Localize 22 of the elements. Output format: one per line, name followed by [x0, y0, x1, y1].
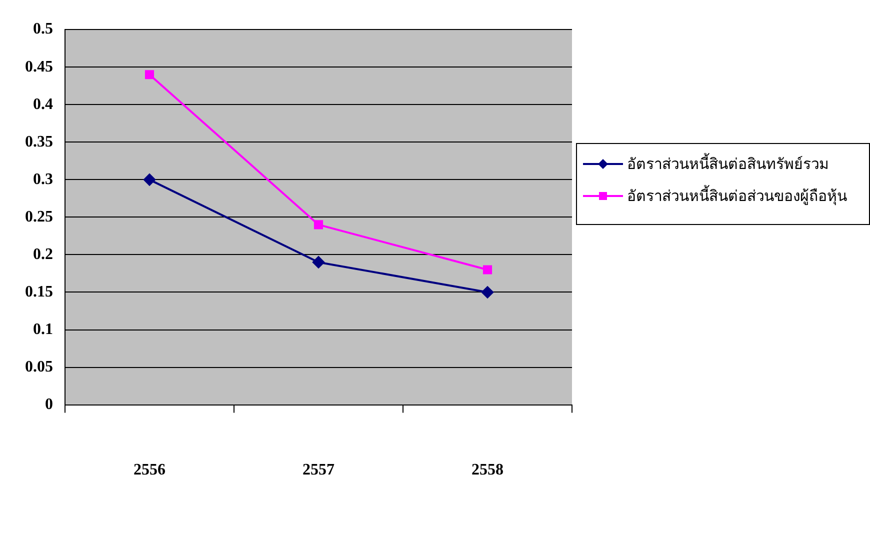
- y-tick-label: 0: [45, 396, 53, 413]
- y-tick-label: 0.25: [25, 208, 53, 226]
- legend-label: อัตราส่วนหนี้สินต่อสินทรัพย์รวม: [627, 152, 829, 175]
- point: [312, 256, 324, 268]
- x-tick-label: 2556: [134, 462, 166, 479]
- y-tick-label: 0.2: [33, 246, 53, 263]
- y-tick-label: 0.5: [33, 20, 53, 38]
- point: [144, 174, 156, 186]
- point: [314, 220, 324, 230]
- y-tick-label: 0.1: [33, 320, 53, 338]
- y-tick-label: 0.45: [25, 58, 53, 76]
- y-tick-label: 0.35: [25, 133, 53, 150]
- point: [144, 70, 154, 80]
- legend-label: อัตราส่วนหนี้สินต่อส่วนของผู้ถือหุ้น: [627, 184, 847, 208]
- x-tick-label: 2558: [472, 462, 504, 479]
- y-tick-label: 0.15: [25, 283, 53, 300]
- x-tick-label: 2557: [302, 462, 334, 479]
- y-tick-label: 0.05: [25, 358, 53, 376]
- point: [482, 265, 492, 274]
- y-tick-label: 0.4: [33, 96, 53, 113]
- point: [482, 286, 494, 298]
- y-tick-label: 0.3: [33, 170, 53, 188]
